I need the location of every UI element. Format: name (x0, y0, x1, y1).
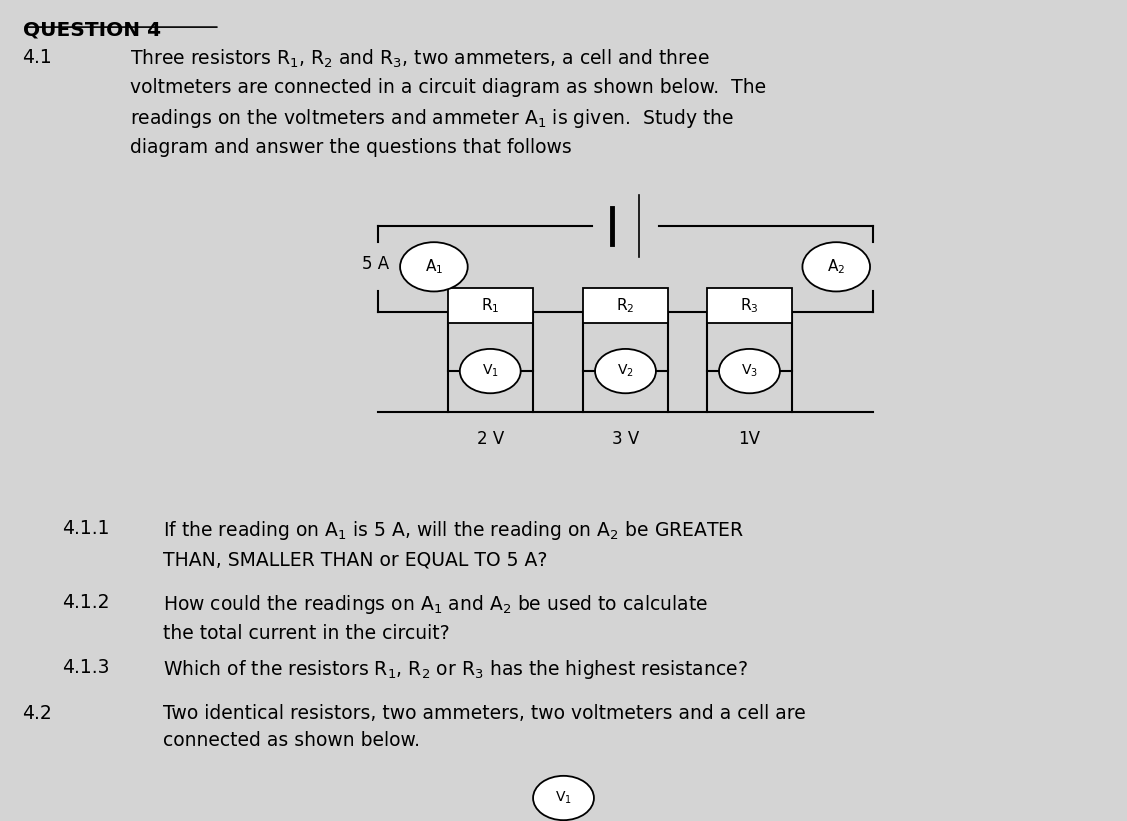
Circle shape (533, 776, 594, 820)
Text: Which of the resistors R$_1$, R$_2$ or R$_3$ has the highest resistance?: Which of the resistors R$_1$, R$_2$ or R… (163, 658, 748, 681)
Text: R$_3$: R$_3$ (740, 296, 758, 314)
Text: A$_1$: A$_1$ (425, 258, 443, 276)
Text: 1V: 1V (738, 430, 761, 448)
Text: V$_2$: V$_2$ (618, 363, 633, 379)
Text: 4.1.2: 4.1.2 (62, 593, 109, 612)
Circle shape (719, 349, 780, 393)
FancyBboxPatch shape (584, 288, 667, 323)
FancyBboxPatch shape (708, 288, 791, 323)
Text: 4.1.3: 4.1.3 (62, 658, 109, 677)
Circle shape (595, 349, 656, 393)
Text: Two identical resistors, two ammeters, two voltmeters and a cell are
connected a: Two identical resistors, two ammeters, t… (163, 704, 806, 750)
Text: 2 V: 2 V (477, 430, 504, 448)
Text: QUESTION 4: QUESTION 4 (23, 21, 161, 39)
Circle shape (802, 242, 870, 291)
Text: 5 A: 5 A (362, 255, 389, 273)
Text: 3 V: 3 V (612, 430, 639, 448)
Text: 4.1.1: 4.1.1 (62, 519, 109, 538)
FancyBboxPatch shape (447, 288, 532, 323)
Text: V$_1$: V$_1$ (482, 363, 498, 379)
Text: V$_1$: V$_1$ (556, 790, 571, 806)
Text: 4.1: 4.1 (23, 48, 52, 67)
Text: 4.2: 4.2 (23, 704, 52, 722)
Text: Three resistors R$_1$, R$_2$ and R$_3$, two ammeters, a cell and three
voltmeter: Three resistors R$_1$, R$_2$ and R$_3$, … (130, 48, 765, 157)
Text: If the reading on A$_1$ is 5 A, will the reading on A$_2$ be GREATER
THAN, SMALL: If the reading on A$_1$ is 5 A, will the… (163, 519, 745, 569)
Circle shape (460, 349, 521, 393)
Text: How could the readings on A$_1$ and A$_2$ be used to calculate
the total current: How could the readings on A$_1$ and A$_2… (163, 593, 709, 643)
Circle shape (400, 242, 468, 291)
Text: R$_1$: R$_1$ (481, 296, 499, 314)
Text: A$_2$: A$_2$ (827, 258, 845, 276)
Text: R$_2$: R$_2$ (616, 296, 635, 314)
Text: V$_3$: V$_3$ (740, 363, 758, 379)
